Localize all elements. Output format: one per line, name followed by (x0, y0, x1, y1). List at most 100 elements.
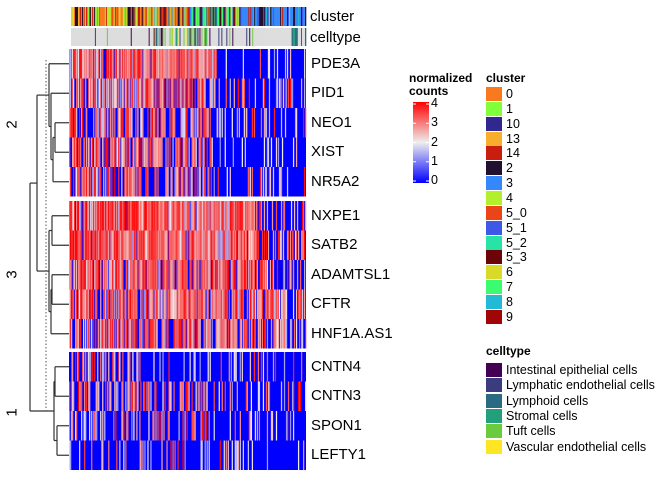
heatmap-cell (287, 78, 290, 108)
heatmap-cell (122, 289, 124, 319)
heatmap-cell (270, 319, 273, 349)
heatmap-cell (117, 49, 119, 79)
heatmap-cell (195, 289, 197, 319)
heatmap-row (69, 440, 306, 470)
heatmap-cell (121, 319, 123, 349)
heatmap-cell (176, 230, 178, 260)
heatmap-cell (298, 289, 301, 319)
heatmap-cell (98, 319, 100, 349)
heatmap-cell (194, 78, 196, 108)
heatmap-cell (160, 201, 162, 231)
heatmap-cell (177, 78, 179, 108)
heatmap-cell (70, 230, 72, 260)
heatmap-cell (95, 289, 97, 319)
heatmap-cell (91, 319, 93, 349)
celltype-annotation-cell (94, 28, 97, 46)
heatmap-cell (155, 260, 157, 290)
heatmap-cell (141, 319, 143, 349)
heatmap-cell (120, 49, 122, 79)
heatmap-cell (272, 289, 275, 319)
heatmap-cell (146, 201, 148, 231)
celltype-annotation-cell (280, 28, 282, 46)
heatmap-cell (240, 230, 242, 260)
heatmap-cell (119, 201, 121, 231)
heatmap-cell (136, 49, 138, 79)
cluster-annotation-cell (92, 7, 95, 26)
celltype-annotation-cell (171, 28, 173, 46)
heatmap-cell (254, 78, 257, 108)
celltype-annotation-cell (96, 28, 99, 46)
heatmap-cell (176, 319, 178, 349)
heatmap-cell (82, 78, 84, 108)
heatmap-cell (109, 381, 111, 411)
heatmap-cell (200, 440, 202, 470)
heatmap-cell (202, 108, 204, 138)
heatmap-cell (200, 381, 202, 411)
heatmap-cell (130, 108, 132, 138)
heatmap-cell (81, 230, 83, 260)
heatmap-cell (251, 260, 254, 290)
cluster-annotation-cell (150, 7, 152, 26)
heatmap-cell (209, 230, 211, 260)
heatmap-cell (268, 381, 271, 411)
heatmap-cell (123, 319, 125, 349)
heatmap-cell (131, 78, 133, 108)
heatmap-cell (255, 201, 258, 231)
cluster-annotation-cell (227, 7, 229, 26)
heatmap-cell (114, 108, 116, 138)
heatmap-cell (228, 352, 230, 382)
heatmap-cell (79, 440, 81, 470)
heatmap-cell (100, 167, 102, 197)
cluster-annotation-cell (267, 7, 269, 26)
heatmap-cell (194, 352, 196, 382)
celltype-annotation-cell (100, 28, 103, 46)
heatmap-cell (205, 201, 207, 231)
heatmap-cell (107, 381, 109, 411)
celltype-annotation-cell (214, 28, 216, 46)
celltype-annotation-cell (181, 28, 183, 46)
heatmap-cell (173, 381, 175, 411)
heatmap-cell (159, 352, 161, 382)
celltype-annotation-cell (265, 28, 267, 46)
heatmap-cell (189, 260, 191, 290)
cluster-annotation-cell (195, 7, 197, 26)
heatmap-cell (77, 167, 79, 197)
celltype-annotation-cell (243, 28, 245, 46)
heatmap-cell (174, 289, 176, 319)
heatmap-cell (112, 201, 114, 231)
heatmap-cell (196, 108, 198, 138)
heatmap-cell (188, 167, 190, 197)
heatmap-cell (185, 167, 187, 197)
heatmap-cell (88, 230, 90, 260)
heatmap-cell (102, 352, 104, 382)
heatmap-cell (275, 78, 278, 108)
heatmap-cell (171, 230, 173, 260)
heatmap-cell (83, 352, 85, 382)
heatmap-cell (118, 108, 120, 138)
heatmap-cell (101, 440, 103, 470)
heatmap-cell (165, 260, 167, 290)
heatmap-cell (150, 260, 152, 290)
heatmap-cell (215, 319, 217, 349)
heatmap-cell (260, 167, 263, 197)
cluster-annotation-cell (248, 7, 250, 26)
heatmap-cell (168, 201, 170, 231)
heatmap-cell (241, 230, 243, 260)
heatmap-cell (102, 319, 104, 349)
heatmap-cell (75, 319, 77, 349)
heatmap-cell (264, 289, 267, 319)
heatmap-cell (235, 319, 237, 349)
heatmap-cell (181, 49, 183, 79)
heatmap-cell (72, 411, 74, 441)
heatmap-cell (164, 381, 166, 411)
celltype-annotation-cell (75, 28, 78, 46)
heatmap-cell (76, 78, 78, 108)
heatmap-cell (167, 319, 169, 349)
heatmap-cell (190, 49, 192, 79)
heatmap-cell (208, 167, 210, 197)
cluster-annotation-cell (173, 7, 175, 26)
heatmap-cell (163, 201, 165, 231)
heatmap-cell (271, 260, 274, 290)
cluster-annotation-cell (96, 7, 99, 26)
celltype-annotation-cell (224, 28, 226, 46)
